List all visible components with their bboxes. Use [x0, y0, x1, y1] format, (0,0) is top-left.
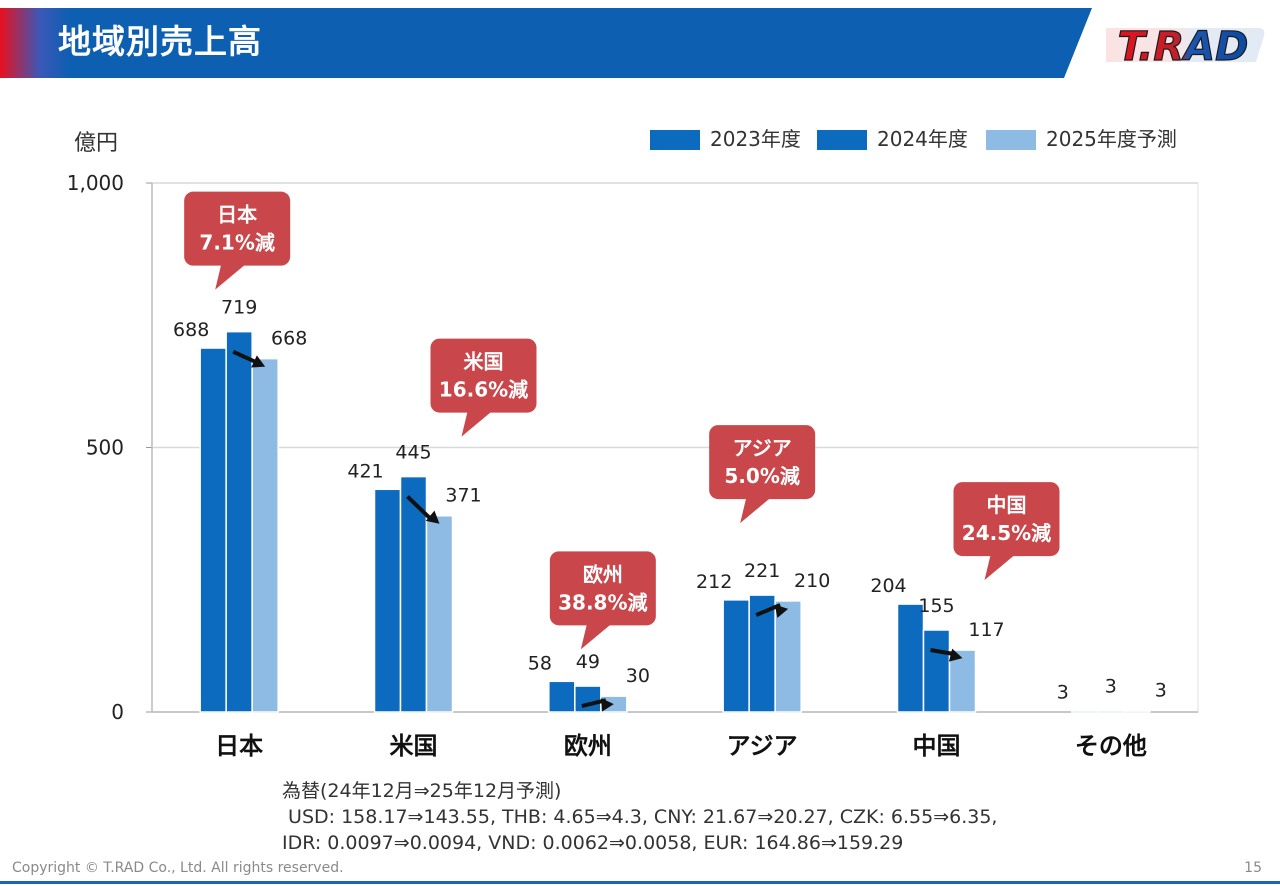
callout-box: [953, 482, 1060, 557]
bar-2023: [199, 347, 227, 713]
legend-label-2024: 2024年度: [877, 127, 968, 151]
callout-pointer: [215, 264, 246, 290]
legend-label-2023: 2023年度: [710, 127, 801, 151]
data-label: 719: [221, 297, 257, 319]
data-label: 212: [696, 571, 732, 593]
bar-2025: [774, 600, 802, 713]
data-label: 688: [173, 319, 209, 341]
title-bar: [0, 8, 1092, 78]
bar-2024: [574, 685, 602, 713]
decline-arrow-head: [774, 604, 789, 618]
svg-text:T.RAD: T.RAD: [1118, 24, 1249, 70]
legend-swatch-2023: [650, 130, 700, 150]
page-number: 15: [1244, 860, 1262, 876]
data-label: 58: [528, 652, 552, 674]
decline-arrow-head: [251, 355, 266, 368]
page-title: 地域別売上高: [58, 22, 262, 61]
fx-notes-heading: 為替(24年12月⇒25年12月予測): [282, 780, 562, 802]
bar-2024: [399, 475, 428, 713]
data-label: 668: [271, 328, 307, 350]
bar-2023: [548, 680, 576, 713]
callout-box: [709, 425, 816, 500]
callout-region: アジア: [733, 436, 792, 460]
bar-2024: [225, 330, 253, 713]
decline-arrow: [930, 648, 955, 657]
data-label: 30: [626, 665, 650, 687]
y-axis-unit-label: 億円: [74, 131, 119, 156]
callout-pointer: [580, 624, 611, 650]
legend-swatch-2025: [986, 130, 1036, 150]
callout-pointer: [740, 498, 771, 524]
bar-2025: [425, 514, 454, 713]
decline-arrow-head: [601, 698, 614, 712]
legend-swatch-2024: [817, 130, 867, 150]
y-tick-label: 500: [86, 436, 124, 460]
bar-2024: [922, 629, 951, 713]
regional-sales-chart: 0 500 1,000 688 719 668 日本 421 445 371 米国 58 49 30 欧州 2…: [67, 171, 1199, 760]
data-label: 155: [918, 595, 954, 617]
callout-region: 欧州: [583, 562, 623, 586]
category-label: 日本: [215, 732, 263, 760]
callout-change: 24.5%減: [962, 521, 1051, 545]
data-label: 445: [395, 442, 431, 464]
bar-2023: [1071, 709, 1099, 713]
data-label: 117: [968, 619, 1004, 641]
data-label: 421: [347, 460, 383, 482]
bar-2025: [251, 357, 279, 713]
data-label: 3: [1155, 679, 1167, 701]
decline-arrow: [232, 349, 258, 365]
fx-rate-notes: 為替(24年12月⇒25年12月予測) USD: 158.17⇒143.55, …: [282, 778, 997, 856]
y-tick-label: 1,000: [67, 171, 124, 195]
callout-region: 中国: [987, 493, 1027, 517]
decline-arrow: [406, 495, 433, 522]
callout-change: 5.0%減: [724, 464, 799, 488]
data-label: 3: [1057, 681, 1069, 703]
callout-change: 16.6%減: [439, 378, 528, 402]
legend-label-2025: 2025年度予測: [1046, 127, 1177, 151]
bar-2025: [948, 649, 977, 713]
data-label: 221: [744, 560, 780, 582]
callout-box: [549, 551, 656, 626]
bar-2024: [1097, 709, 1125, 713]
callout-region: 日本: [217, 203, 257, 227]
callout-region: 米国: [464, 350, 504, 374]
data-label: 204: [870, 575, 906, 597]
footer-divider: [0, 881, 1280, 884]
category-label: アジア: [727, 732, 798, 760]
data-label: 210: [794, 570, 830, 592]
bar-2023: [896, 603, 925, 713]
fx-notes-line: IDR: 0.0097⇒0.0094, VND: 0.0062⇒0.0058, …: [282, 832, 904, 854]
callout-pointer: [984, 555, 1015, 581]
y-tick-label: 0: [111, 700, 124, 724]
bar-2023: [373, 488, 402, 713]
data-label: 3: [1105, 675, 1117, 697]
decline-arrow-head: [948, 648, 963, 662]
category-label: 欧州: [564, 732, 612, 760]
category-label: 米国: [390, 732, 438, 760]
copyright-notice: Copyright © T.RAD Co., Ltd. All rights r…: [12, 860, 344, 876]
callout-box: [430, 338, 537, 413]
callout-change: 7.1%減: [199, 231, 274, 255]
category-label: 中国: [913, 732, 961, 760]
data-label: 371: [445, 485, 481, 507]
fx-notes-line: USD: 158.17⇒143.55, THB: 4.65⇒4.3, CNY: …: [282, 806, 998, 828]
bar-2025: [1123, 709, 1151, 713]
data-label: 49: [576, 651, 600, 673]
company-logo: T.RAD: [1106, 23, 1265, 71]
category-label: その他: [1075, 732, 1147, 760]
callout-box: [184, 191, 291, 266]
callout-pointer: [461, 411, 492, 437]
bar-2023: [722, 599, 750, 713]
callout-change: 38.8%減: [558, 590, 647, 614]
decline-arrow-head: [425, 510, 440, 524]
